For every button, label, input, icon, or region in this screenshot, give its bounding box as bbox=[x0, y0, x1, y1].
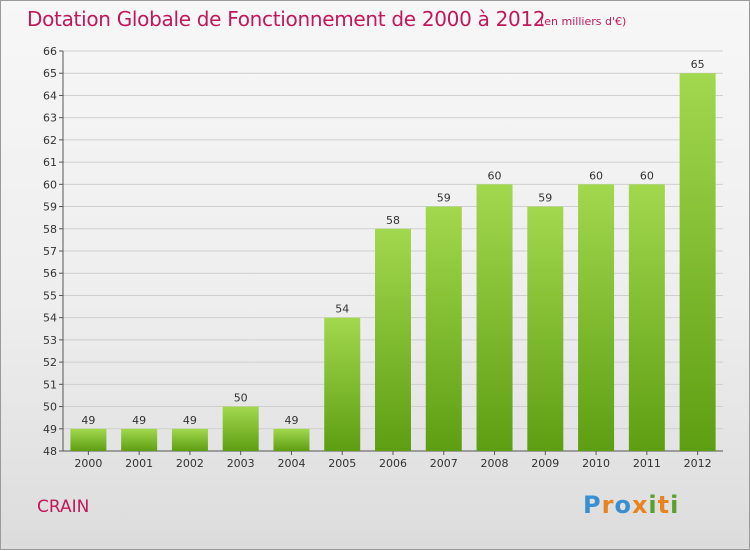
bar-2012 bbox=[679, 73, 716, 451]
data-label: 65 bbox=[691, 58, 705, 71]
bar-2003 bbox=[222, 406, 259, 451]
labels: 48 49 50 51 52 53 54 55 56 57 58 59 60 61 62 63 64 65 66 49… bbox=[43, 45, 712, 470]
y-tick-label: 55 bbox=[43, 289, 57, 302]
y-tick-label: 51 bbox=[43, 378, 57, 391]
bar-2002 bbox=[171, 428, 208, 451]
x-tick-label: 2012 bbox=[684, 457, 712, 470]
y-tick-label: 53 bbox=[43, 334, 57, 347]
x-tick-label: 2010 bbox=[582, 457, 610, 470]
x-tick-label: 2011 bbox=[633, 457, 661, 470]
data-label: 49 bbox=[132, 414, 146, 427]
data-label: 60 bbox=[640, 169, 654, 182]
data-label: 49 bbox=[284, 414, 298, 427]
data-label: 54 bbox=[335, 303, 349, 316]
chart-unit: (en milliers d'€) bbox=[540, 15, 627, 28]
x-tick-label: 2006 bbox=[379, 457, 407, 470]
y-tick-label: 66 bbox=[43, 45, 57, 58]
y-tick-label: 50 bbox=[43, 401, 57, 414]
y-tick-label: 65 bbox=[43, 67, 57, 80]
data-label: 49 bbox=[81, 414, 95, 427]
bars bbox=[70, 73, 716, 452]
bar-2004 bbox=[273, 428, 310, 451]
bar-2005 bbox=[324, 317, 361, 451]
data-label: 59 bbox=[538, 192, 552, 205]
bar-2007 bbox=[425, 206, 462, 451]
x-tick-label: 2003 bbox=[227, 457, 255, 470]
y-tick-label: 59 bbox=[43, 201, 57, 214]
x-tick-label: 2001 bbox=[125, 457, 153, 470]
bar-2009 bbox=[527, 206, 564, 451]
x-tick-label: 2007 bbox=[430, 457, 458, 470]
bar-2010 bbox=[578, 184, 615, 452]
bar-2008 bbox=[476, 184, 513, 452]
x-tick-label: 2009 bbox=[531, 457, 559, 470]
y-tick-label: 58 bbox=[43, 223, 57, 236]
y-tick-label: 61 bbox=[43, 156, 57, 169]
bar-2006 bbox=[375, 228, 411, 451]
chart-title: Dotation Globale de Fonctionnement de 20… bbox=[27, 7, 546, 31]
y-tick-label: 64 bbox=[43, 89, 57, 102]
y-tick-label: 49 bbox=[43, 423, 57, 436]
x-tick-label: 2008 bbox=[481, 457, 509, 470]
data-label: 49 bbox=[183, 414, 197, 427]
bar-2001 bbox=[121, 428, 158, 451]
y-tick-label: 54 bbox=[43, 312, 57, 325]
data-label: 58 bbox=[386, 214, 400, 227]
x-tick-label: 2000 bbox=[74, 457, 102, 470]
y-tick-label: 62 bbox=[43, 134, 57, 147]
y-tick-label: 57 bbox=[43, 245, 57, 258]
bar-2011 bbox=[628, 184, 665, 452]
y-tick-label: 48 bbox=[43, 445, 57, 458]
y-tick-label: 60 bbox=[43, 178, 57, 191]
proxiti-logo: Proxiti bbox=[583, 491, 680, 519]
y-tick-label: 56 bbox=[43, 267, 57, 280]
data-label: 59 bbox=[437, 192, 451, 205]
x-tick-label: 2005 bbox=[328, 457, 356, 470]
x-tick-label: 2002 bbox=[176, 457, 204, 470]
bar-2000 bbox=[70, 428, 107, 451]
data-label: 60 bbox=[488, 169, 502, 182]
x-tick-label: 2004 bbox=[277, 457, 305, 470]
data-label: 50 bbox=[234, 392, 248, 405]
y-tick-label: 52 bbox=[43, 356, 57, 369]
commune-name: CRAIN bbox=[37, 497, 90, 517]
data-label: 60 bbox=[589, 169, 603, 182]
y-tick-label: 63 bbox=[43, 112, 57, 125]
